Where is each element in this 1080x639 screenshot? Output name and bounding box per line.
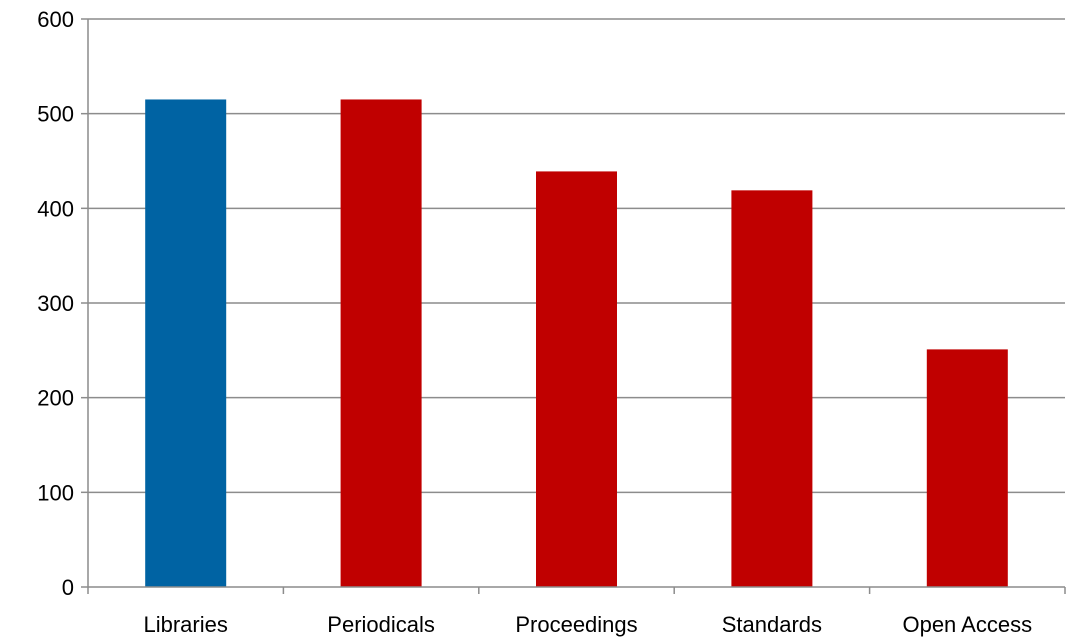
axes [81,18,1066,594]
x-tick-label-periodicals: Periodicals [327,612,435,637]
bar-open-access [926,349,1008,587]
bar-libraries [145,99,227,587]
bar-proceedings [536,171,617,587]
y-tick-label: 500 [37,102,74,127]
bars [145,99,1008,587]
x-tick-label-libraries: Libraries [144,612,228,637]
y-tick-label: 200 [37,386,74,411]
bar-standards [731,190,813,587]
y-tick-label: 100 [37,480,74,505]
y-tick-label: 400 [37,196,74,221]
x-tick-label-open-access: Open Access [902,612,1032,637]
y-tick-labels: 0 100 200 300 400 500 600 [37,7,74,600]
y-tick-label: 600 [37,7,74,32]
x-tick-labels: Libraries Periodicals Proceedings Standards… [144,612,1033,637]
bar-periodicals [340,99,422,587]
x-tick-label-standards: Standards [722,612,822,637]
y-tick-label: 0 [62,575,74,600]
y-tick-label: 300 [37,291,74,316]
x-tick-label-proceedings: Proceedings [515,612,637,637]
